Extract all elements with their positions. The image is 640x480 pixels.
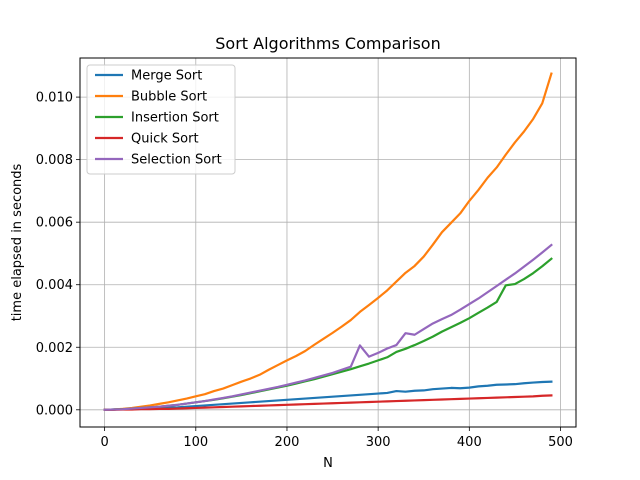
plot-area-frame <box>79 57 577 428</box>
legend-label-selection-sort: Selection Sort <box>131 153 222 168</box>
x-axis-label: N <box>323 456 333 471</box>
x-tick-label: 200 <box>275 435 300 450</box>
grid <box>80 58 576 427</box>
series-lines <box>103 72 553 411</box>
y-tick-label: 0.000 <box>36 403 73 418</box>
y-tick-label: 0.002 <box>36 341 73 356</box>
legend-box <box>86 64 236 175</box>
y-axis-label: time elapsed in seconds <box>10 163 25 321</box>
x-tick-label: 0 <box>100 435 108 450</box>
y-tick-label: 0.006 <box>36 216 73 231</box>
legend-label-merge-sort: Merge Sort <box>131 69 202 84</box>
series-line-selection-sort <box>103 243 553 411</box>
x-tick-label: 300 <box>366 435 391 450</box>
x-tick-label: 100 <box>183 435 208 450</box>
y-tick-label: 0.008 <box>36 153 73 168</box>
x-tick-label: 400 <box>457 435 482 450</box>
legend: Merge Sort Bubble Sort Insertion Sort Quick… <box>86 64 236 175</box>
axis-ticks: 0 100 200 300 400 500 0.000 0.002 0.004 0.006 0.00… <box>36 91 573 450</box>
series-line-quick-sort <box>103 394 553 411</box>
chart-title: Sort Algorithms Comparison <box>215 34 440 53</box>
y-tick-label: 0.004 <box>36 278 73 293</box>
x-tick-label: 500 <box>548 435 573 450</box>
legend-label-bubble-sort: Bubble Sort <box>131 90 207 105</box>
series-line-merge-sort <box>103 380 553 411</box>
y-tick-label: 0.010 <box>36 91 73 106</box>
legend-label-quick-sort: Quick Sort <box>131 132 199 147</box>
series-line-bubble-sort <box>103 72 553 411</box>
legend-label-insertion-sort: Insertion Sort <box>131 111 219 126</box>
